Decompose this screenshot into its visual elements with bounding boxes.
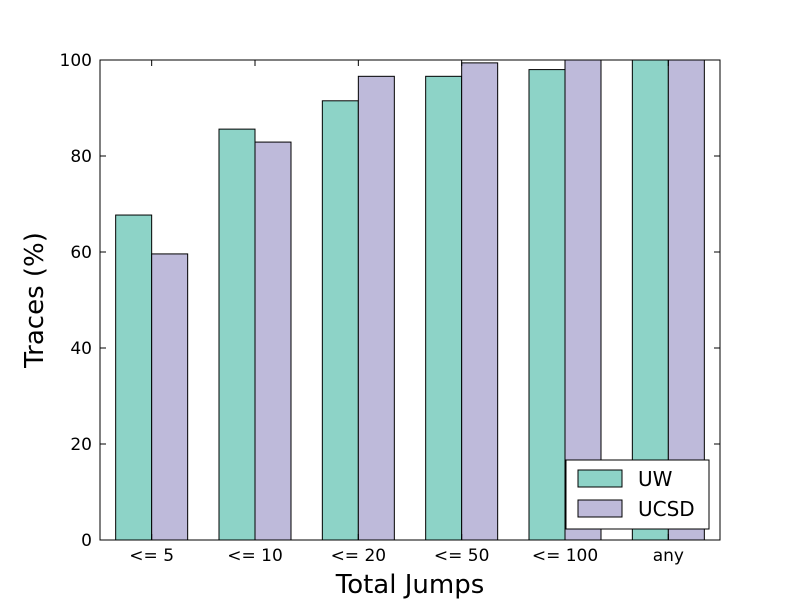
ticks-group: 0 20 40 60 80 100 <= 5 <= 10 <= 20 <= 50 <= 100 any bbox=[60, 51, 720, 566]
y-tick-label-0: 0 bbox=[81, 531, 92, 551]
x-tick-label-4: <= 100 bbox=[532, 546, 598, 566]
x-tick-label-2: <= 20 bbox=[331, 546, 387, 566]
plot-frame bbox=[99, 59, 721, 541]
legend-label-ucsd: UCSD bbox=[638, 497, 695, 521]
y-tick-label-3: 60 bbox=[70, 243, 92, 263]
bar-uw-4 bbox=[528, 69, 566, 541]
y-tick-label-5: 100 bbox=[60, 51, 92, 71]
bar-ucsd-2 bbox=[357, 75, 395, 541]
legend: UW UCSD bbox=[565, 459, 710, 530]
y-tick-label-4: 80 bbox=[70, 147, 92, 167]
x-axis-title: Total Jumps bbox=[335, 570, 485, 600]
x-tick-label-1: <= 10 bbox=[227, 546, 283, 566]
y-tick-label-1: 20 bbox=[70, 435, 92, 455]
x-tick-label-5: any bbox=[653, 546, 684, 566]
bar-ucsd-1 bbox=[254, 141, 292, 541]
bar-ucsd-0 bbox=[151, 253, 189, 541]
bar-uw-3 bbox=[425, 75, 463, 541]
bar-uw-1 bbox=[218, 128, 256, 541]
bar-uw-2 bbox=[321, 100, 359, 541]
y-axis-title: Traces (%) bbox=[20, 232, 50, 369]
bars-group bbox=[115, 59, 705, 541]
y-tick-label-2: 40 bbox=[70, 339, 92, 359]
legend-label-uw: UW bbox=[638, 467, 673, 491]
legend-swatch-ucsd bbox=[577, 499, 623, 518]
bar-ucsd-3 bbox=[461, 62, 499, 541]
x-tick-label-3: <= 50 bbox=[434, 546, 490, 566]
x-tick-label-0: <= 5 bbox=[129, 546, 174, 566]
bar-uw-0 bbox=[115, 214, 153, 541]
legend-swatch-uw bbox=[577, 469, 623, 488]
